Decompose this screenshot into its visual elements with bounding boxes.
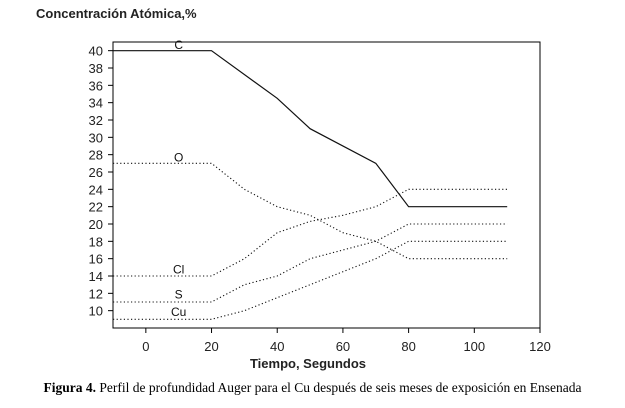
y-tick-label: 16 bbox=[89, 252, 103, 267]
chart-series bbox=[113, 50, 508, 320]
y-tick-label: 36 bbox=[89, 78, 103, 93]
y-tick-label: 24 bbox=[89, 182, 103, 197]
x-tick-label: 60 bbox=[336, 339, 350, 354]
figure-caption-text: Perfil de profundidad Auger para el Cu d… bbox=[99, 380, 582, 395]
figure-caption-label: Figura 4. bbox=[43, 380, 97, 395]
depth-profile-chart: 10 12 14 16 18 20 22 24 26 28 30 32 34 36 38 40 0 20 40 60 8… bbox=[89, 38, 551, 371]
chart-series-labels: C O Cl S Cu bbox=[171, 38, 186, 319]
series-label-cu: Cu bbox=[171, 305, 186, 319]
series-line-s bbox=[113, 223, 508, 303]
y-axis-title: Concentración Atómica,% bbox=[36, 6, 197, 21]
y-tick-label: 14 bbox=[89, 269, 103, 284]
y-tick-label: 30 bbox=[89, 130, 103, 145]
x-tick-label: 0 bbox=[142, 339, 149, 354]
y-tick-label: 34 bbox=[89, 96, 103, 111]
x-tick-label: 40 bbox=[270, 339, 284, 354]
y-tick-label: 18 bbox=[89, 234, 103, 249]
plot-frame bbox=[112, 41, 541, 329]
x-tick-label: 100 bbox=[463, 339, 485, 354]
y-tick-label: 26 bbox=[89, 165, 103, 180]
y-tick-label: 10 bbox=[89, 304, 103, 319]
x-tick-label: 20 bbox=[204, 339, 218, 354]
y-tick-label: 22 bbox=[89, 200, 103, 215]
y-tick-label: 40 bbox=[89, 44, 103, 59]
y-tick-label: 20 bbox=[89, 217, 103, 232]
series-line-o bbox=[113, 162, 508, 260]
series-label-o: O bbox=[174, 151, 183, 165]
x-tick-label: 80 bbox=[401, 339, 415, 354]
figure-caption: Figura 4. Perfil de profundidad Auger pa… bbox=[0, 380, 625, 396]
series-line-c bbox=[113, 50, 508, 208]
x-axis-title: Tiempo, Segundos bbox=[250, 356, 366, 371]
y-tick-label: 38 bbox=[89, 61, 103, 76]
series-label-cl: Cl bbox=[173, 263, 184, 277]
series-label-c: C bbox=[174, 38, 183, 52]
series-label-s: S bbox=[175, 288, 183, 302]
y-tick-label: 28 bbox=[89, 148, 103, 163]
chart-axes: 10 12 14 16 18 20 22 24 26 28 30 32 34 36 38 40 0 20 40 60 8… bbox=[89, 41, 551, 354]
y-tick-label: 32 bbox=[89, 113, 103, 128]
y-tick-label: 12 bbox=[89, 286, 103, 301]
x-tick-label: 120 bbox=[529, 339, 551, 354]
